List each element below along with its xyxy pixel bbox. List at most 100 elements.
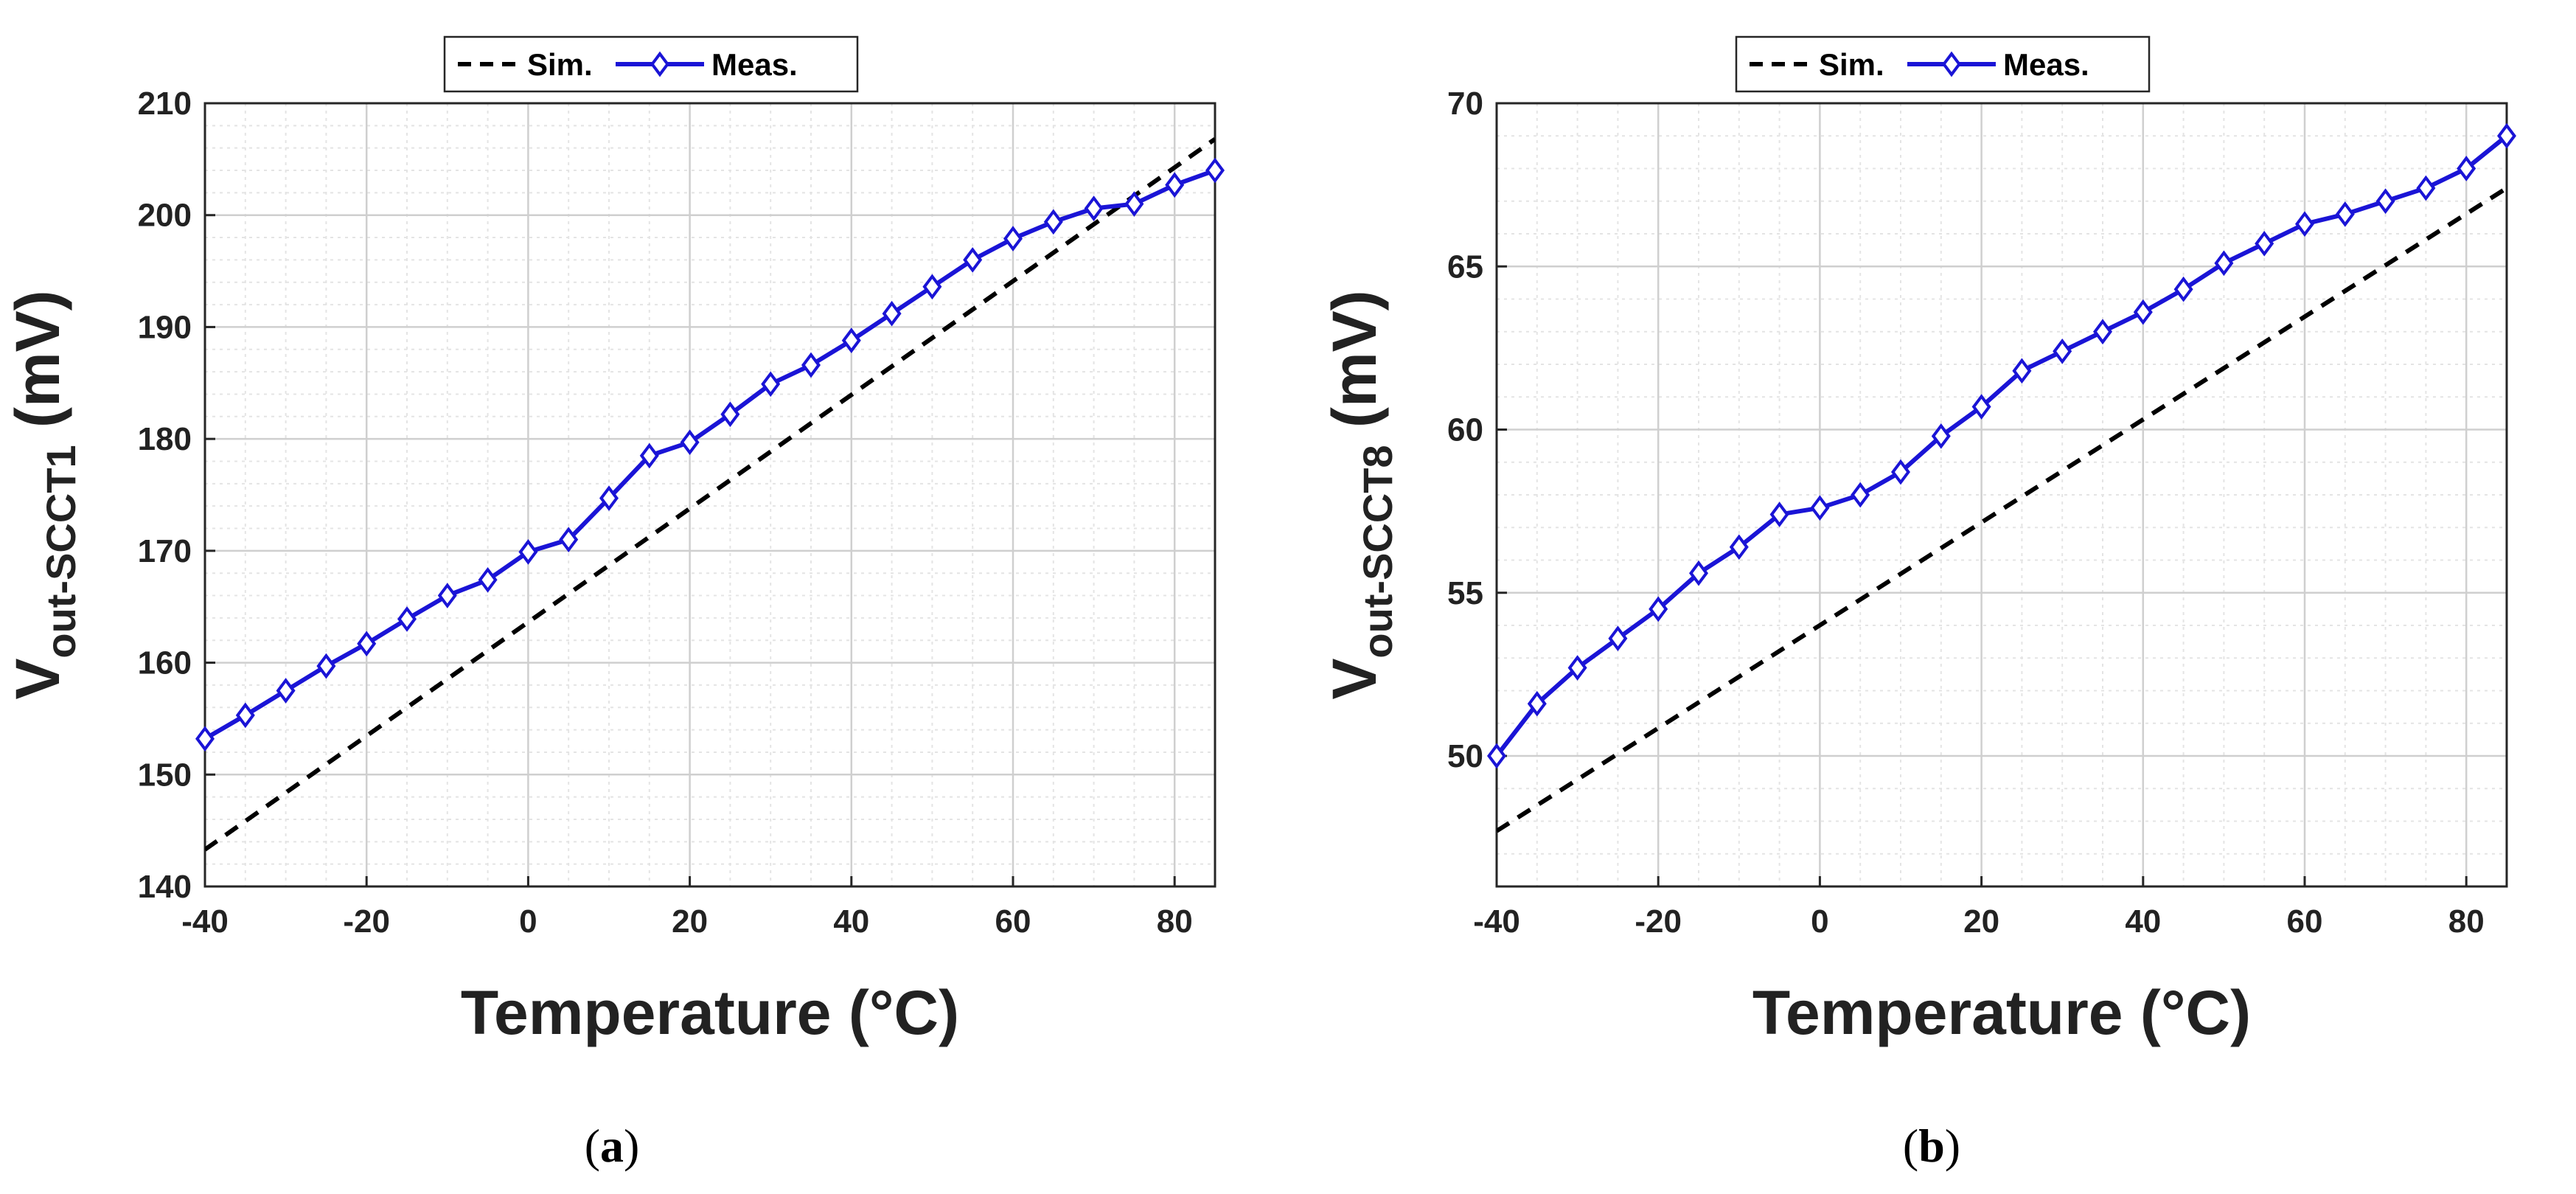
x-tick-label: 60 [2287,903,2323,940]
meas-data-point [2255,230,2274,257]
legend: Sim. Meas. [443,35,859,93]
meas-data-point [478,566,498,593]
y-axis-title-unit: (mV) [1320,290,1389,445]
meas-data-point [1689,560,1708,586]
y-axis-title-main: V [3,659,72,700]
meas-data-point [1729,534,1749,560]
meas-data-point [559,527,579,553]
meas-data-point [276,678,296,704]
caption-open: ( [585,1120,600,1172]
meas-data-point [801,352,821,378]
x-tick-label: -40 [181,903,229,940]
x-tick-label: 80 [1157,903,1193,940]
caption-open: ( [1903,1120,1918,1172]
meas-data-point [2012,358,2032,384]
caption-letter: b [1918,1120,1945,1172]
x-tick-label: 40 [2125,903,2161,940]
plot-frame [1495,102,2508,888]
meas-data-point [922,274,942,300]
y-tick-label: 210 [138,86,192,122]
caption-letter: a [600,1120,624,1172]
y-tick-label: 180 [138,421,192,457]
meas-data-point [1165,172,1185,198]
meas-data-point [2375,188,2395,215]
meas-data-point [639,442,659,469]
caption-close: ) [624,1120,639,1172]
meas-data-point [316,653,336,679]
meas-data-point [2416,175,2436,201]
meas-data-point [1003,226,1023,251]
legend: Sim. Meas. [1735,35,2151,93]
legend-meas-label: Meas. [711,47,798,82]
y-tick-label: 55 [1447,575,1483,611]
x-tick-label: -20 [343,903,390,940]
meas-data-point [2457,156,2476,181]
panel-caption: (a) [585,1120,640,1172]
meas-data-point [518,539,538,565]
y-axis-title-main: V [1320,659,1389,700]
meas-data-point [963,247,983,273]
y-tick-label: 200 [138,198,192,234]
y-tick-label: 65 [1447,249,1483,285]
meas-data-point [1649,596,1668,622]
meas-data-point [1769,501,1789,527]
x-tick-label: 40 [833,903,869,940]
meas-data-point [235,702,255,729]
y-axis-title-subscript: out-SCCT1 [38,445,84,658]
y-tick-label: 50 [1447,738,1483,774]
meas-data-point [1084,195,1104,221]
meas-data-point [2214,250,2234,277]
meas-data-point [1205,157,1225,184]
y-axis-title-unit: (mV) [3,290,72,445]
legend-sim-label: Sim. [527,47,593,82]
meas-data-point [357,631,377,657]
meas-data-point [1851,482,1870,508]
meas-data-point [2497,122,2516,149]
y-tick-label: 140 [138,869,192,905]
x-tick-label: 80 [2448,903,2485,940]
meas-data-point [2335,201,2355,227]
y-tick-label: 150 [138,757,192,793]
meas-data-point [720,401,740,428]
x-tick-label: 0 [519,903,537,940]
chart-panel-b: -40 -20 0 20 40 60 80 50 55 60 65 70 Temperature (°C… [1320,35,2516,1172]
x-tick-label: 20 [1963,903,1999,940]
meas-data-point [882,300,902,327]
y-axis-title: Vout-SCCT1 (mV) [3,290,84,699]
meas-data-point [1608,625,1628,652]
meas-data-point [1891,459,1910,485]
x-axis-title: Temperature (°C) [1752,978,2251,1047]
sim-series-line [205,137,1215,852]
x-tick-label: 20 [672,903,708,940]
meas-data-point [2133,299,2153,325]
y-tick-label: 160 [138,645,192,681]
y-tick-label: 170 [138,533,192,569]
meas-data-point [437,583,457,608]
meas-data-point [761,371,781,398]
meas-data-point [841,327,861,353]
caption-close: ) [1945,1120,1960,1172]
meas-data-point [2093,319,2112,345]
meas-data-point [2295,211,2314,237]
meas-data-point [599,485,619,511]
meas-data-point [1567,655,1587,681]
meas-data-point [1971,394,1991,420]
meas-data-point [1931,423,1951,449]
legend-meas-label: Meas. [2003,47,2089,82]
x-tick-label: -20 [1635,903,1682,940]
x-tick-label: 0 [1811,903,1828,940]
plot-frame [203,102,1216,888]
y-axis-title-subscript: out-SCCT8 [1354,445,1401,658]
y-axis-title: Vout-SCCT8 (mV) [1320,290,1401,699]
x-tick-label: -40 [1473,903,1520,940]
meas-data-point [2053,338,2072,364]
meas-data-point [195,726,215,752]
x-tick-label: 60 [995,903,1031,940]
meas-data-point [1527,690,1547,717]
meas-data-point [1487,743,1506,769]
y-tick-label: 70 [1447,86,1483,122]
legend-meas-marker [650,51,669,77]
legend-sim-label: Sim. [1819,47,1884,82]
